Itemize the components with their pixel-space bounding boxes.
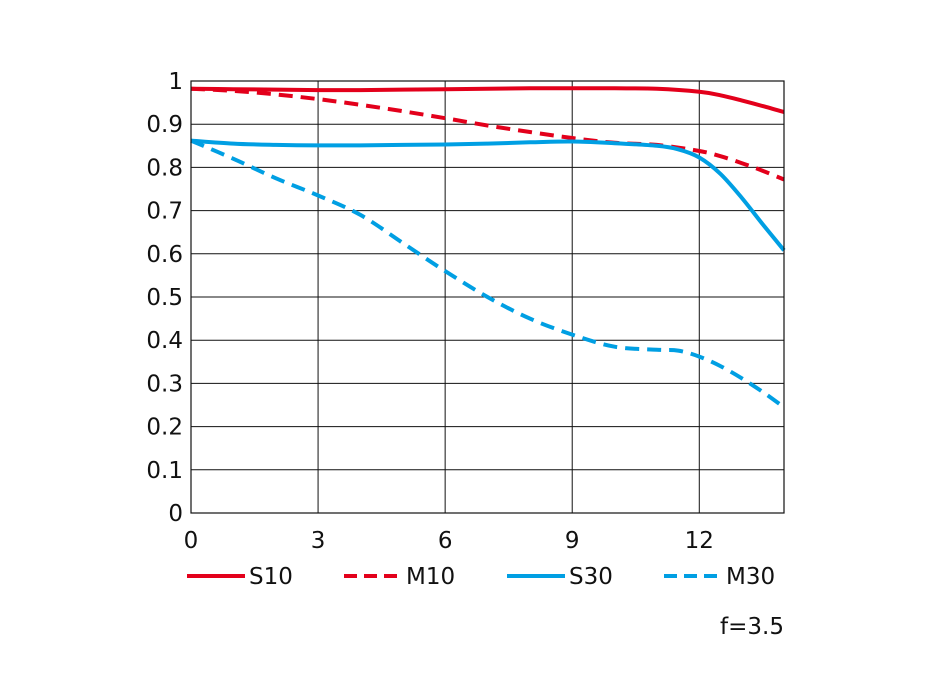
y-tick-label: 0.3 xyxy=(146,371,183,397)
series-line-m30 xyxy=(190,138,786,409)
y-tick-label: 0.4 xyxy=(146,328,183,354)
y-tick-label: 0.5 xyxy=(146,285,183,311)
y-tick-label: 0 xyxy=(168,501,183,527)
x-tick-label: 9 xyxy=(565,528,580,554)
y-tick-label: 1 xyxy=(168,69,183,95)
x-tick-label: 3 xyxy=(311,528,326,554)
y-tick-label: 0.6 xyxy=(146,242,183,268)
series-line-s10 xyxy=(190,86,785,115)
legend-label-s10: S10 xyxy=(249,564,293,590)
x-tick-label: 6 xyxy=(438,528,453,554)
series-lines xyxy=(190,86,786,409)
y-tick-label: 0.1 xyxy=(146,458,183,484)
y-tick-label: 0.7 xyxy=(146,199,183,225)
legend-label-m30: M30 xyxy=(726,564,775,590)
y-tick-label: 0.2 xyxy=(146,415,183,441)
series-line-m10 xyxy=(190,86,785,182)
y-tick-label: 0.8 xyxy=(146,155,183,181)
series-line-s30 xyxy=(190,138,786,252)
legend-label-m10: M10 xyxy=(406,564,455,590)
legend: S10 M10 S30 M30 xyxy=(187,564,775,590)
x-tick-label: 12 xyxy=(685,528,714,554)
y-tick-labels: 0 0.1 0.2 0.3 0.4 0.5 0.6 0.7 0.8 0.9 1 xyxy=(146,69,183,527)
aperture-note: f=3.5 xyxy=(720,614,784,640)
x-tick-labels: 0 3 6 9 12 xyxy=(184,528,714,554)
plot-frame xyxy=(190,80,785,514)
legend-label-s30: S30 xyxy=(569,564,613,590)
y-tick-label: 0.9 xyxy=(146,112,183,138)
x-tick-label: 0 xyxy=(184,528,199,554)
